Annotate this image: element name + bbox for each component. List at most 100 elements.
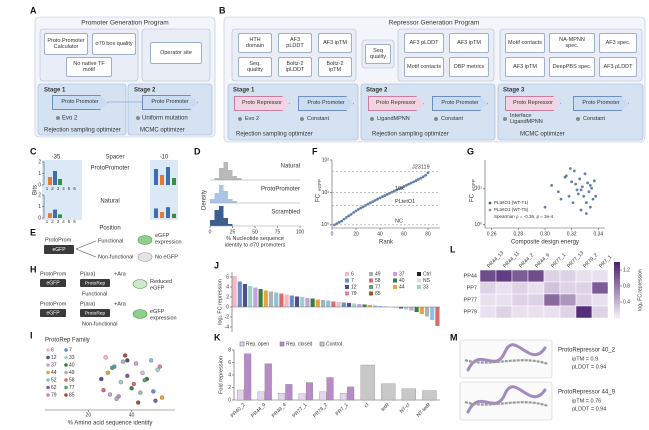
colorbar-step	[614, 292, 620, 296]
generator-dot	[503, 117, 507, 121]
heatmap-cell	[479, 281, 497, 295]
y-tick-label: 10¹	[475, 186, 483, 192]
legend-label: 52	[51, 377, 57, 383]
colorbar-step	[614, 315, 620, 319]
y-tick-label: 0	[226, 304, 229, 310]
scatter-point	[157, 364, 162, 369]
x-tick-label: 80	[425, 231, 431, 237]
scatter-point	[591, 197, 595, 201]
gene-box	[40, 309, 66, 317]
x-tick-label: PR7_1	[335, 402, 350, 417]
bar	[347, 386, 355, 401]
legend-label: 79	[51, 392, 57, 398]
structure-metric: ipTM = 0.9	[572, 356, 598, 362]
x-tick-label: 40	[129, 412, 135, 418]
filter-box: NA-MPNN spec.	[549, 33, 595, 53]
scatter-point	[125, 373, 130, 379]
optimizer-label: Rejection sampling optimizer	[372, 132, 449, 138]
scatter-point	[407, 182, 411, 186]
generator-dot	[136, 116, 140, 120]
filter-box: Seq quality	[365, 44, 391, 64]
scatter-point	[361, 205, 365, 209]
legend-label: 40	[399, 278, 405, 284]
bar	[294, 296, 300, 307]
logo-letter	[166, 167, 170, 185]
y-axis-label: Bits	[33, 185, 39, 195]
y-tick-label: -2	[225, 314, 230, 320]
y-tick-label: 10⁰	[474, 222, 482, 228]
x-axis-label: Composite design energy	[511, 240, 579, 246]
scatter-point	[347, 214, 351, 218]
heatmap-cell	[527, 293, 545, 307]
bar	[381, 383, 396, 401]
scatter-point	[550, 183, 554, 187]
colorbar-step	[614, 270, 620, 274]
legend-label: 85	[69, 392, 75, 398]
scatter-point	[586, 181, 590, 185]
panel-label: A	[30, 5, 37, 15]
y-axis-label: Fold repression	[218, 356, 224, 394]
scatter-point	[594, 194, 598, 198]
filter-box: AF3 ipTM	[449, 33, 489, 53]
bar	[315, 299, 320, 307]
x-axis-label: Position	[99, 226, 120, 232]
construct-label: ProtoProm	[40, 271, 67, 277]
y-tick-label: 10²	[322, 157, 330, 163]
histogram-bar	[223, 218, 228, 226]
generator-label: Constant	[307, 115, 330, 122]
filter-box: Motif contacts	[404, 57, 444, 77]
scatter-point	[568, 167, 572, 170]
structure-frame	[459, 381, 553, 421]
histogram-bar	[214, 178, 219, 180]
heatmap-cell	[479, 293, 497, 307]
gene-label: eGFP	[46, 310, 60, 316]
generator-label: Constant	[441, 115, 464, 122]
legend-label: 58	[375, 278, 381, 284]
result-label: eGFP expression	[150, 309, 177, 321]
y-axis-label: eGFP	[471, 179, 476, 191]
scatter-point	[564, 174, 568, 178]
legend-label: NS	[423, 278, 431, 284]
colorbar-step	[614, 262, 620, 266]
gene-box	[40, 279, 66, 287]
legend-marker	[46, 378, 50, 382]
logo-letter	[160, 212, 164, 218]
panel-label: M	[450, 332, 458, 342]
histogram-bar	[228, 170, 233, 180]
y-tick-label: 0	[228, 397, 231, 403]
heatmap-cell	[591, 269, 609, 283]
bar	[258, 289, 263, 307]
design-node: Proto Promoter	[432, 96, 488, 111]
filter-box: Boltz-2 ipLDDT	[278, 57, 312, 77]
scatter-point	[153, 398, 158, 403]
legend-label: PLtetO1 (WT-T1)	[494, 200, 529, 205]
legend-label: ProtoPromoter	[261, 187, 300, 193]
heatmap-cell	[511, 293, 529, 307]
x-axis-label: Rank	[379, 240, 394, 246]
scatter-point	[110, 365, 115, 370]
filter-box: AF3 pLDDT	[404, 33, 444, 53]
y-axis-label: log₂ FC repression	[217, 279, 223, 325]
reference-label: PLtetO1	[395, 199, 415, 205]
histogram-bar	[223, 191, 228, 203]
bar	[331, 301, 336, 307]
panel-label: F	[312, 146, 318, 156]
x-tick-label: 0	[209, 229, 212, 235]
bar	[263, 290, 268, 307]
histogram-bar	[219, 185, 224, 203]
heatmap-cell	[543, 269, 561, 283]
stage-label: Stage 2	[366, 88, 388, 94]
x-tick-label: 20	[86, 412, 92, 418]
bar	[326, 300, 331, 307]
bar	[310, 298, 315, 307]
colorbar-step	[614, 312, 620, 316]
bar	[300, 297, 305, 307]
logo-letter	[53, 209, 57, 218]
legend-label: PLtetO1 (WT-T5)	[494, 207, 529, 212]
x-tick-label: NT-tetR	[416, 402, 433, 419]
legend-marker	[46, 355, 50, 360]
scatter-point	[136, 400, 141, 405]
filter-box: AF3 ipTM	[505, 57, 545, 77]
bar	[278, 392, 286, 401]
scatter-point	[366, 202, 370, 206]
